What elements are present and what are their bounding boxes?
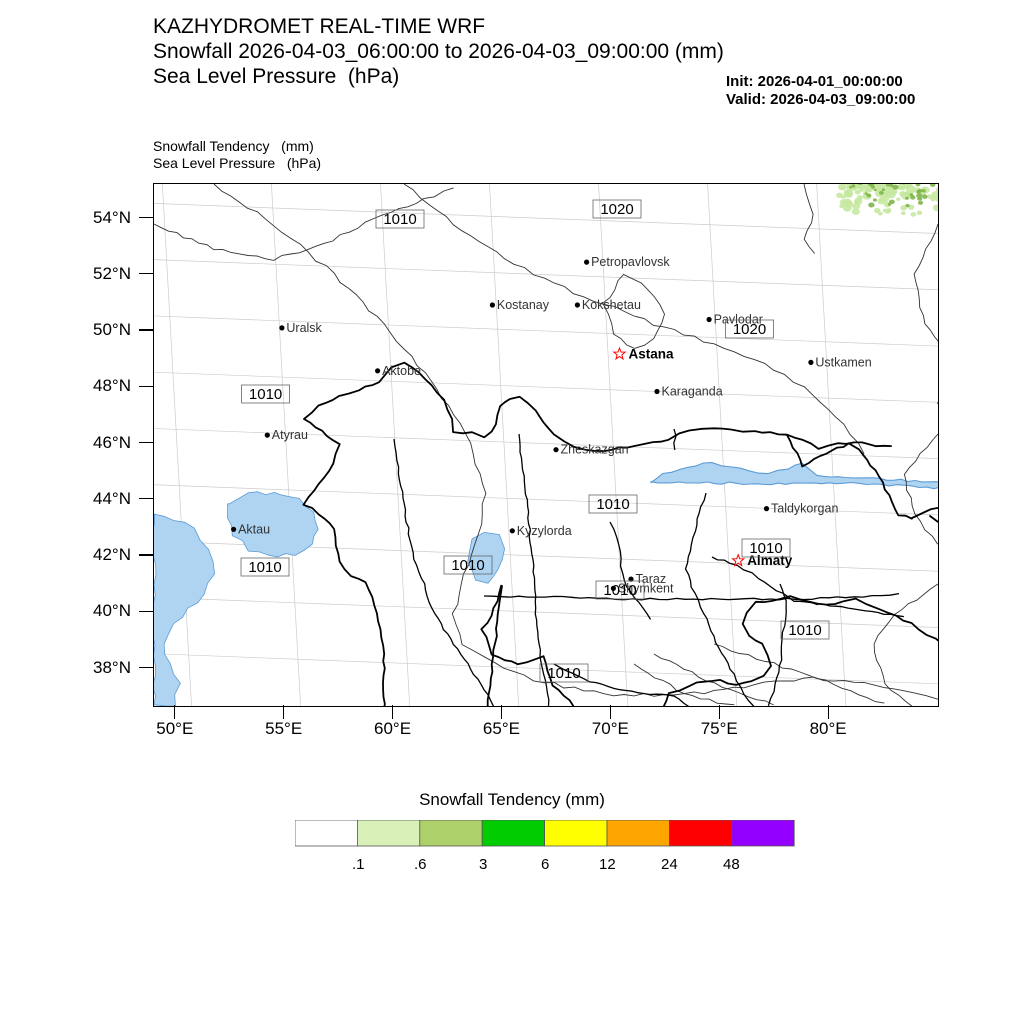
svg-text:Astana: Astana <box>629 347 675 362</box>
svg-text:1010: 1010 <box>451 557 484 574</box>
svg-text:1010: 1010 <box>749 540 782 557</box>
svg-text:Zheskazgan: Zheskazgan <box>561 443 629 457</box>
svg-text:1010: 1010 <box>547 665 580 682</box>
svg-text:1020: 1020 <box>600 201 633 218</box>
svg-text:Kyzylorda: Kyzylorda <box>517 524 572 538</box>
svg-text:1010: 1010 <box>249 386 282 403</box>
svg-text:Taldykorgan: Taldykorgan <box>771 502 838 516</box>
svg-text:1010: 1010 <box>248 559 281 576</box>
svg-text:Uralsk: Uralsk <box>286 321 322 335</box>
svg-text:1010: 1010 <box>383 211 416 228</box>
svg-text:1010: 1010 <box>596 496 629 513</box>
svg-text:Kokshetau: Kokshetau <box>582 298 641 312</box>
svg-text:Petropavlovsk: Petropavlovsk <box>591 255 670 269</box>
svg-text:1020: 1020 <box>733 321 766 338</box>
svg-text:Aktau: Aktau <box>238 522 270 536</box>
svg-text:Atyrau: Atyrau <box>272 428 308 442</box>
svg-text:Kostanay: Kostanay <box>497 298 550 312</box>
svg-text:Ustkamen: Ustkamen <box>815 355 871 369</box>
svg-text:Karaganda: Karaganda <box>662 385 723 399</box>
svg-text:1010: 1010 <box>788 622 821 639</box>
svg-text:Aktobe: Aktobe <box>382 364 421 378</box>
svg-text:1010: 1010 <box>603 582 636 599</box>
